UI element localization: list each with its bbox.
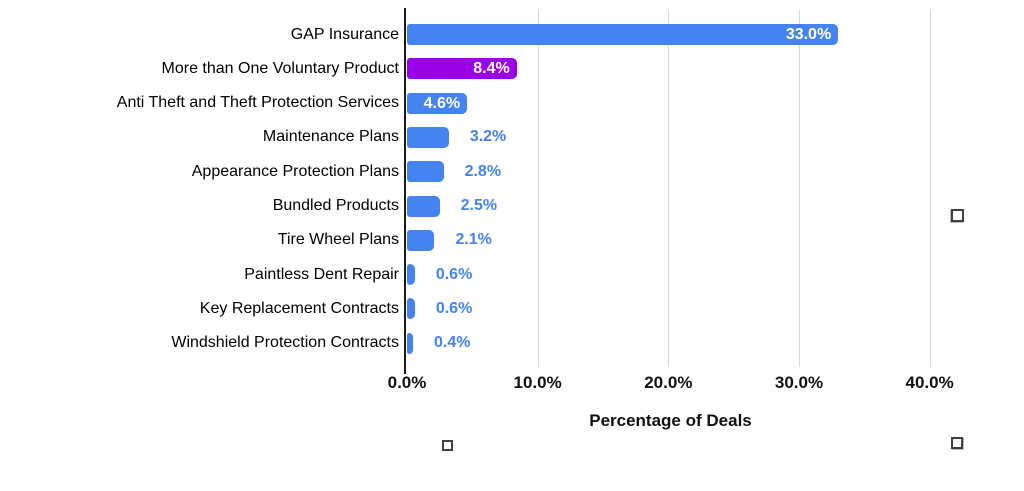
category-label: Appearance Protection Plans [191,162,399,180]
bar [407,161,444,183]
bar-value-label: 2.1% [455,231,492,249]
selection-handle-bottom-right[interactable] [951,437,963,449]
bar-value-label: 0.6% [435,265,473,283]
selection-handle-right[interactable] [951,209,964,222]
category-label: More than One Voluntary Product [161,59,399,77]
x-tick-label: 40.0% [905,373,954,392]
bar: 4.6% [407,92,468,114]
bar-value-label: 0.6% [435,299,473,317]
plot-area: 33.0% 8.4% 4.6% 3.2% 2.8% 2.5% 2.1% 0.6% 0.6% 0.4… [407,10,995,367]
bar-value-label: 0.4% [434,334,471,352]
bar-value-label: 4.6% [423,94,461,112]
bar-value-label: 3.2% [469,128,507,146]
bar: 8.4% [407,58,517,80]
bar [407,195,440,217]
bar [407,332,413,354]
category-label: Key Replacement Contracts [199,299,399,317]
x-axis-title: Percentage of Deals [589,411,752,430]
gridline [929,10,931,367]
x-tick-label: 30.0% [774,373,824,392]
category-label: Maintenance Plans [262,128,399,146]
bar [407,126,449,148]
category-labels: GAP Insurance More than One Voluntary Pro… [0,0,399,380]
x-tick-label: 10.0% [513,373,562,392]
gridline [537,10,539,367]
bar: 33.0% [407,24,839,45]
category-label: Paintless Dent Repair [244,265,399,283]
bar [407,298,415,320]
category-label: GAP Insurance [290,25,399,43]
gridline [799,10,800,367]
category-label: Bundled Products [272,197,399,214]
bar [407,264,415,286]
bar-value-label: 2.8% [464,162,502,180]
category-label: Windshield Protection Contracts [171,334,399,352]
bar [407,229,435,251]
x-axis-zero-tick [404,368,406,374]
selection-handle-bottom[interactable] [442,440,453,451]
x-tick-label: 20.0% [644,373,693,392]
bar-value-label: 2.5% [460,197,498,214]
bar-value-label: 8.4% [473,60,510,78]
x-tick-labels: 0.0% 10.0% 20.0% 30.0% 40.0% [388,373,995,395]
category-label: Tire Wheel Plans [277,231,399,249]
x-tick-label: 0.0% [387,373,427,392]
bar-value-label: 33.0% [785,26,832,43]
y-axis-line [404,8,406,368]
category-label: Anti Theft and Theft Protection Services [116,94,399,112]
gridline [668,10,670,367]
